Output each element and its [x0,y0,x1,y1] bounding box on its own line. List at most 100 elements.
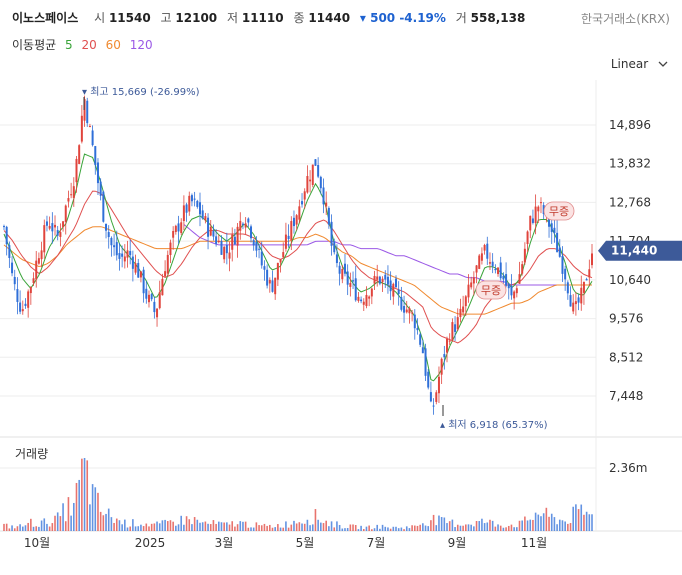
candle-body [220,241,223,255]
candle-body [70,194,73,196]
volume-bar [148,526,150,531]
volume-bar [11,525,13,531]
candle-body [177,223,180,232]
candle-body [572,302,575,312]
volume-bar [548,516,550,531]
candle-body [395,278,397,288]
scale-mode: Linear [610,57,649,71]
candle-body [475,265,478,273]
candle-body [548,215,551,227]
volume-bar [459,525,462,531]
volume-bar [362,529,365,531]
volume-bar [24,525,27,531]
x-tick-label: 9월 [448,536,467,550]
candle-body [432,405,435,407]
volume-bar [419,524,421,531]
volume-bar [185,516,188,531]
volume-bar [164,519,166,531]
candle-body [577,297,580,303]
candle-body [341,268,344,280]
volume-bar [384,526,387,531]
ma60-legend[interactable]: 60 [105,38,121,52]
candle-body [67,198,70,202]
volume-bar [325,520,327,531]
volume-bar [188,519,191,531]
volume-bar [392,526,395,531]
volume-bar [381,524,384,531]
volume-bar [346,528,349,531]
volume-bar [314,509,317,531]
ma120-legend[interactable]: 120 [129,38,153,52]
volume-bar [526,520,529,531]
volume-bar [352,524,354,531]
volume-bar [516,527,518,531]
candle-body [129,251,132,256]
candle-body [45,221,48,226]
volume-bar [27,522,29,531]
volume-bar [199,522,201,531]
ma60-line [3,226,592,315]
volume-bar [287,527,290,531]
volume-bar [413,525,416,531]
candle-body [497,267,500,275]
candle-body [217,240,220,243]
volume-bar [279,527,282,531]
volume-bar [497,524,499,531]
volume-bar [454,527,456,531]
ma5-legend[interactable]: 5 [65,38,73,52]
volume-bar [462,525,464,531]
volume-bar [446,523,448,531]
volume-bar [424,525,427,531]
volume-bar [510,524,513,531]
scale-dropdown[interactable]: Linear [611,57,668,71]
candle-body [80,115,83,142]
x-tick-label: 3월 [215,536,234,550]
volume-bar [234,526,236,531]
volume-bar [215,523,217,531]
candle-body [389,280,392,292]
volume-bar [550,513,553,531]
volume-bar [196,519,199,531]
volume-bar [56,512,59,531]
x-tick-label: 2025 [135,536,166,550]
volume-bar [250,527,252,531]
candle-body [94,146,97,166]
low-label: 저 [226,11,239,25]
volume-bar [140,524,142,531]
candle-body [263,266,266,270]
candle-body [488,262,491,264]
volume-bar [134,526,137,531]
volume-bar [478,521,481,531]
y-tick-label: 7,448 [609,389,643,403]
volume-bar [244,521,247,531]
ma-legend[interactable]: 이동평균 5 20 60 120 [12,36,158,53]
volume-bar [422,523,424,531]
ma20-path [3,190,593,344]
volume-bar [365,526,368,531]
volume-bar [338,524,341,531]
candle-body [319,176,322,189]
volume-bar [115,518,118,531]
ma20-legend[interactable]: 20 [81,38,97,52]
candle-body [588,269,591,278]
candle-body [260,251,263,266]
volume-bar [180,515,183,531]
volume-bar [379,528,381,531]
volume-bar [403,529,405,531]
volume-bar [588,514,591,531]
volume-bars [3,458,593,531]
candle-body [459,308,462,318]
candle-body [446,339,449,353]
candle-body [553,227,556,233]
volume-label: 거 [455,11,467,25]
candle-body [282,252,285,258]
volume-bar [489,519,491,531]
candle-body [201,210,204,219]
candle-body [534,206,537,224]
candle-body [35,260,38,280]
volume-bar [121,524,123,531]
event-marker-label: 무증 [481,284,501,297]
volume-bar [371,529,373,531]
candle-body [5,226,8,245]
